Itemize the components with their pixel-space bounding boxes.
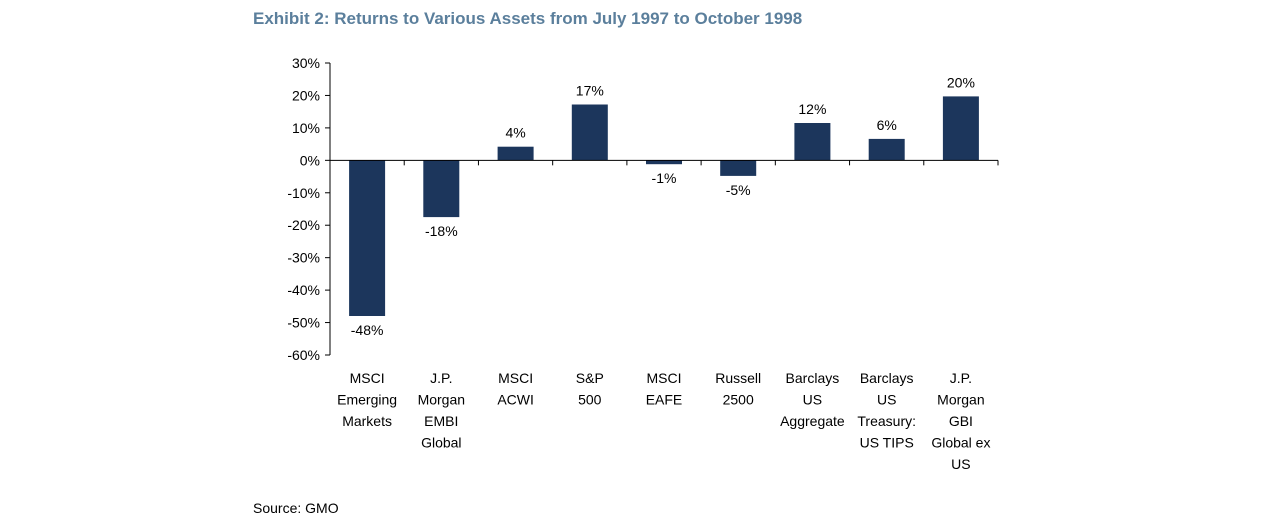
bar (868, 138, 905, 161)
category-label: Russell 2500 (715, 370, 761, 408)
data-label: -18% (425, 223, 458, 239)
y-tick-label: 10% (292, 120, 320, 136)
data-label: 4% (505, 125, 525, 141)
category-label: S&P 500 (576, 370, 604, 408)
chart-title: Exhibit 2: Returns to Various Assets fro… (253, 9, 803, 28)
data-label: 6% (877, 117, 897, 133)
y-tick-label: -50% (287, 315, 320, 331)
category-label: MSCI ACWI (497, 370, 534, 408)
category-label: MSCI Emerging Markets (337, 370, 397, 429)
bar (942, 96, 979, 161)
y-tick-label: -20% (287, 217, 320, 233)
category-label: Barclays US Aggregate (780, 370, 845, 429)
bar (571, 104, 608, 161)
bar (720, 160, 757, 176)
data-label: -1% (652, 170, 677, 186)
bars-group (349, 96, 979, 316)
data-label: 20% (947, 74, 975, 90)
bar (794, 123, 831, 161)
bar (349, 160, 386, 316)
source-note: Source: GMO (253, 500, 339, 516)
bar (646, 160, 682, 165)
y-tick-label: -30% (287, 250, 320, 266)
data-label: -48% (351, 322, 384, 338)
axes-group (325, 62, 999, 356)
y-tick-label: 20% (292, 87, 320, 103)
category-label: J.P. Morgan GBI Global ex US (931, 370, 990, 472)
y-tick-label: -40% (287, 282, 320, 298)
data-label: 17% (576, 83, 604, 99)
bar (423, 160, 460, 218)
y-tick-label: -10% (287, 185, 320, 201)
y-tick-label: -60% (287, 347, 320, 363)
data-label: 12% (798, 101, 826, 117)
category-label: MSCI EAFE (646, 370, 683, 408)
y-tick-label: 30% (292, 55, 320, 71)
bar (497, 146, 534, 161)
data-label: -5% (726, 182, 751, 198)
category-label: Barclays US Treasury: US TIPS (857, 370, 916, 451)
labels-group: -48% -18% 4% 17% -1% -5% 12% 6% 20% 30% 20% 10% 0% -1… (287, 55, 990, 472)
y-tick-label: 0% (300, 152, 320, 168)
category-label: J.P. Morgan EMBI Global (418, 370, 465, 451)
